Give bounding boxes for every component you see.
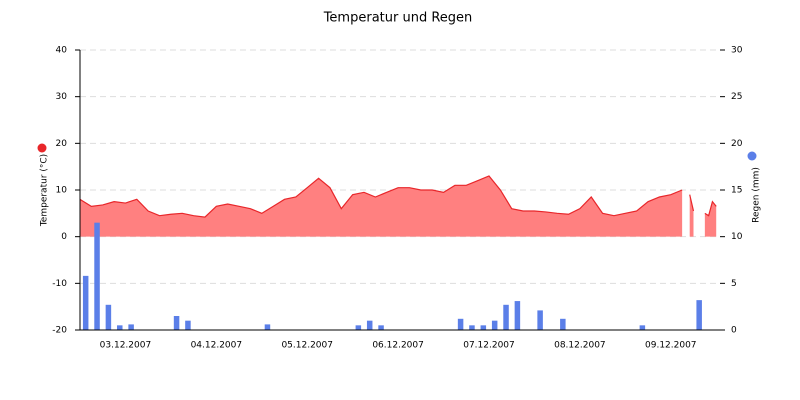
bar bbox=[366, 320, 373, 330]
x-tick-label: 05.12.2007 bbox=[281, 341, 333, 351]
x-tick-label: 09.12.2007 bbox=[645, 341, 697, 351]
bar bbox=[696, 300, 702, 330]
bar bbox=[128, 324, 134, 330]
bar bbox=[514, 301, 521, 330]
y-tick-label: -20 bbox=[52, 326, 67, 336]
x-tick-label: 08.12.2007 bbox=[554, 341, 606, 351]
chart-title: Temperatur und Regen bbox=[323, 11, 473, 26]
area-fill bbox=[80, 176, 717, 237]
bar bbox=[457, 318, 464, 330]
bar bbox=[491, 320, 498, 330]
y2-tick-label: 20 bbox=[731, 139, 743, 149]
x-tick-label: 03.12.2007 bbox=[100, 341, 152, 351]
bar bbox=[185, 320, 191, 330]
bar bbox=[105, 304, 112, 330]
y2-tick-label: 30 bbox=[731, 46, 743, 56]
y-tick-label: -10 bbox=[52, 279, 67, 289]
bar bbox=[82, 275, 89, 330]
bar bbox=[537, 310, 543, 330]
bar bbox=[355, 325, 362, 330]
y2-axis-title: Regen (mm) bbox=[752, 167, 762, 223]
bar bbox=[173, 316, 180, 330]
bar bbox=[117, 325, 123, 330]
bar bbox=[639, 325, 646, 330]
y2-tick-label: 25 bbox=[731, 92, 742, 102]
x-tick-label: 07.12.2007 bbox=[463, 341, 515, 351]
y2-tick-label: 0 bbox=[731, 326, 737, 336]
line bbox=[79, 175, 717, 218]
y-tick-label: 10 bbox=[56, 186, 68, 196]
y-tick-label: 30 bbox=[56, 92, 68, 102]
x-tick-label: 04.12.2007 bbox=[191, 341, 243, 351]
bar bbox=[480, 325, 487, 330]
y2-tick-label: 15 bbox=[731, 186, 742, 196]
bar bbox=[378, 325, 384, 330]
bar bbox=[94, 222, 100, 330]
y2-tick-label: 5 bbox=[731, 279, 737, 289]
legend-marker bbox=[37, 143, 47, 153]
bar bbox=[560, 318, 566, 330]
bar bbox=[469, 325, 475, 330]
y-tick-label: 40 bbox=[56, 46, 68, 56]
bar bbox=[503, 304, 509, 330]
y2-tick-label: 10 bbox=[731, 232, 743, 242]
x-tick-label: 06.12.2007 bbox=[372, 341, 424, 351]
y-tick-label: 20 bbox=[56, 139, 68, 149]
legend-marker bbox=[747, 151, 757, 161]
bar bbox=[264, 324, 271, 330]
y-axis-title: Temperatur (°C) bbox=[40, 154, 50, 227]
y-tick-label: 0 bbox=[61, 232, 67, 242]
